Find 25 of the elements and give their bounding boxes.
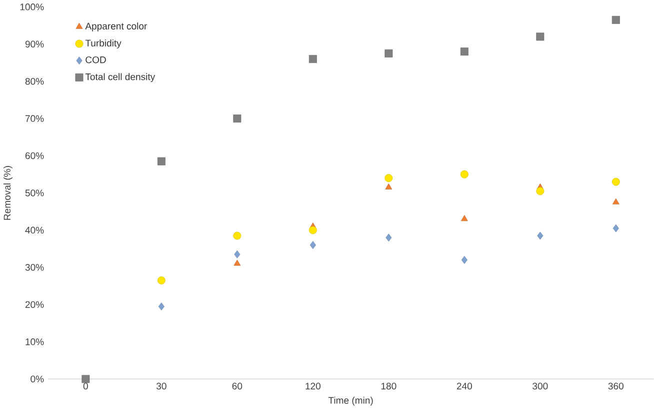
legend-label: Apparent color — [85, 22, 148, 32]
x-tick-label: 0 — [83, 382, 88, 390]
x-tick-label: 180 — [381, 382, 396, 390]
y-tick-label: 40% — [25, 226, 44, 234]
y-tick-label: 100% — [20, 3, 44, 10]
y-tick-label: 50% — [25, 189, 44, 196]
y-tick-label: 60% — [25, 152, 44, 160]
x-tick-label: 240 — [456, 382, 472, 390]
legend-label: COD — [86, 56, 106, 64]
x-tick-label: 120 — [306, 382, 321, 390]
x-tick-label: 360 — [608, 382, 624, 390]
y-tick-label: 70% — [25, 115, 44, 122]
x-tick-label: 300 — [532, 382, 548, 390]
x-tick-label: 60 — [232, 382, 242, 390]
x-tick-label: 30 — [156, 382, 166, 390]
y-axis-title: Removal (%) — [4, 166, 12, 220]
x-axis-title: Time (min) — [328, 396, 373, 406]
y-tick-label: 30% — [25, 264, 44, 271]
y-tick-label: 20% — [25, 301, 44, 308]
y-tick-label: 10% — [26, 338, 44, 346]
y-tick-label: 90% — [25, 40, 44, 48]
legend-label: Total cell density — [85, 73, 156, 82]
legend-label: Turbidity — [85, 39, 122, 48]
y-tick-label: 0% — [30, 376, 44, 382]
y-tick-label: 80% — [25, 78, 44, 85]
